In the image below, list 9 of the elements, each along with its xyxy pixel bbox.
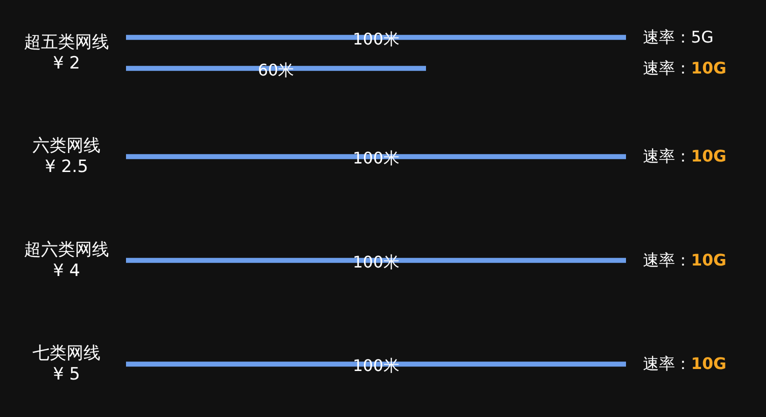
text: 速率：10G [643,354,726,374]
series-label: 速率：5G [643,27,714,46]
y-tick-label: 七类网线 ¥ 5 [32,344,100,385]
text: 速率：10G [643,250,726,270]
y-tick-label: 六类网线 ¥ 2.5 [32,136,100,178]
text: 速率：10G [643,58,726,78]
y-tick-label: 超五类网线 ¥ 2 [24,32,109,74]
series-label: 速率：10G [643,146,726,166]
y-tick-label: 超六类网线 ¥ 4 [24,240,109,281]
